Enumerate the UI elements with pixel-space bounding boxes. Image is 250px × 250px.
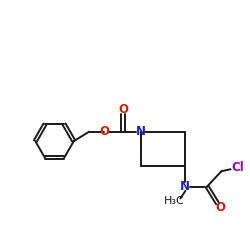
Text: O: O <box>100 125 110 138</box>
Text: O: O <box>118 103 128 116</box>
Text: N: N <box>136 125 146 138</box>
Text: H₃C: H₃C <box>164 196 184 206</box>
Text: Cl: Cl <box>232 161 244 174</box>
Text: O: O <box>215 201 225 214</box>
Text: N: N <box>180 180 190 193</box>
